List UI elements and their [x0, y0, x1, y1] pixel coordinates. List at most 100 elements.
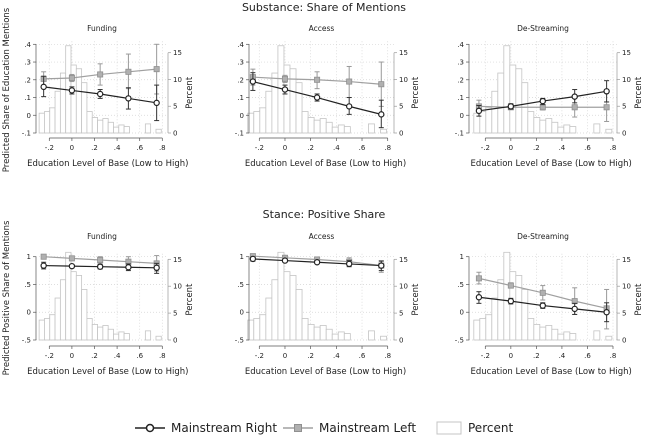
legend-label-left: Mainstream Left	[319, 421, 416, 435]
histogram-bar	[515, 68, 523, 134]
histogram-bar	[253, 318, 261, 341]
point-left	[539, 289, 546, 296]
x-tick-label: .8	[384, 352, 391, 360]
histogram-bar	[485, 314, 493, 341]
x-tick-label: -.2	[481, 144, 490, 152]
y-tick-label: .1	[457, 94, 464, 102]
histogram-bar	[497, 72, 505, 134]
panel-title: Funding	[87, 24, 117, 33]
x-tick-label: .4	[559, 144, 566, 152]
point-left	[603, 104, 610, 111]
y-tick-label: .5	[24, 281, 31, 289]
point-right	[40, 83, 47, 91]
panel-funding-1: Funding 1 .5 0 -.5 0 5 10 15 Percent -.2 0 .2 .4 .6 .8 E…	[22, 232, 195, 377]
x-tick-label: .2	[533, 144, 540, 152]
point-right	[345, 260, 353, 268]
histogram-bar	[331, 126, 339, 134]
histogram-bar	[75, 68, 83, 134]
y2-tick-label: 5	[622, 103, 626, 111]
histogram-bar	[54, 297, 61, 341]
point-right	[153, 264, 160, 272]
y-tick-label: 1	[27, 253, 31, 261]
histogram-bar	[97, 119, 104, 134]
histogram-bar	[113, 333, 120, 341]
histogram-bar	[551, 328, 559, 341]
histogram-bar	[86, 318, 93, 341]
x-axis-title: Education Level of Base (Low to High)	[245, 367, 406, 377]
y-tick-label: 1	[240, 253, 244, 261]
histogram-bar	[59, 72, 67, 134]
y-tick-label: .4	[457, 41, 464, 49]
histogram-bar	[545, 118, 553, 134]
y-tick-label: .2	[457, 76, 464, 84]
y-tick-label: .4	[237, 41, 244, 49]
histogram-bar	[605, 128, 613, 134]
histogram-bar	[497, 279, 505, 341]
histogram-bar	[319, 325, 327, 341]
histogram-bar	[49, 107, 56, 134]
x-tick-label: .8	[610, 352, 617, 360]
histogram-bar	[527, 318, 535, 341]
x-tick-label: .2	[307, 144, 314, 152]
y2-tick-label: 5	[173, 103, 177, 111]
point-right	[571, 305, 578, 313]
histogram-bar	[301, 318, 309, 341]
point-right	[313, 94, 321, 101]
histogram-bar	[289, 275, 297, 341]
histogram-bar	[479, 318, 487, 341]
histogram-bar	[605, 335, 613, 341]
row-title-stance: Stance: Positive Share	[263, 208, 386, 221]
point-left	[68, 255, 75, 262]
histogram-bar	[118, 331, 125, 341]
y2-tick-label: 0	[622, 337, 626, 345]
y2-axis-title: Percent	[634, 76, 644, 109]
point-right	[125, 95, 132, 102]
point-right	[507, 297, 515, 305]
point-right	[345, 103, 353, 110]
y2-tick-label: 15	[399, 49, 408, 57]
legend-label-percent: Percent	[468, 421, 513, 435]
point-left	[571, 104, 578, 111]
histogram-bar	[557, 126, 565, 134]
point-right	[68, 262, 76, 270]
histogram-bar	[307, 323, 315, 341]
x-tick-label: .8	[159, 144, 166, 152]
y-tick-label: -.1	[235, 130, 244, 138]
point-left	[475, 275, 482, 282]
y2-axis-title: Percent	[411, 76, 421, 109]
x-tick-label: -.2	[45, 352, 54, 360]
legend-square-icon	[294, 424, 302, 432]
panel-funding-0: Funding .4 .3 .2 .1 0 -.1 0 5 10 15 Percent -.2 0 .2 .4…	[22, 24, 195, 169]
point-right	[125, 264, 132, 271]
histogram-bar	[259, 107, 267, 134]
histogram-bar	[38, 319, 45, 341]
histogram-bar	[155, 128, 162, 134]
histogram-bar	[123, 333, 130, 341]
y-tick-label: -.1	[455, 130, 464, 138]
y-tick-label: 1	[460, 253, 464, 261]
y2-axis-title: Percent	[185, 76, 195, 109]
histogram-bar	[593, 330, 601, 341]
x-tick-label: .4	[559, 352, 566, 360]
point-right	[603, 88, 610, 95]
histogram-bar	[479, 111, 487, 134]
point-left	[125, 68, 132, 75]
x-tick-label: .2	[307, 352, 314, 360]
x-tick-label: .6	[584, 144, 591, 152]
point-right	[378, 262, 385, 269]
x-axis-title: Education Level of Base (Low to High)	[471, 367, 632, 377]
histogram-bar	[44, 111, 51, 134]
panel-de-streaming-0: De-Streaming .4 .3 .2 .1 0 -.1 0 5 10 15 Percent -.2…	[455, 24, 644, 169]
y2-tick-label: 10	[399, 283, 408, 291]
y-tick-label: 0	[27, 309, 31, 317]
histogram-bar	[533, 117, 541, 134]
histogram-bar	[59, 279, 67, 341]
panel-title: Access	[309, 24, 335, 33]
histogram-bar	[118, 124, 125, 134]
x-tick-label: 0	[283, 352, 287, 360]
histogram-bar	[75, 275, 83, 341]
y2-tick-label: 0	[622, 130, 626, 138]
y2-tick-label: 10	[399, 76, 408, 84]
histogram-bar	[509, 64, 517, 134]
x-tick-label: 0	[70, 352, 74, 360]
